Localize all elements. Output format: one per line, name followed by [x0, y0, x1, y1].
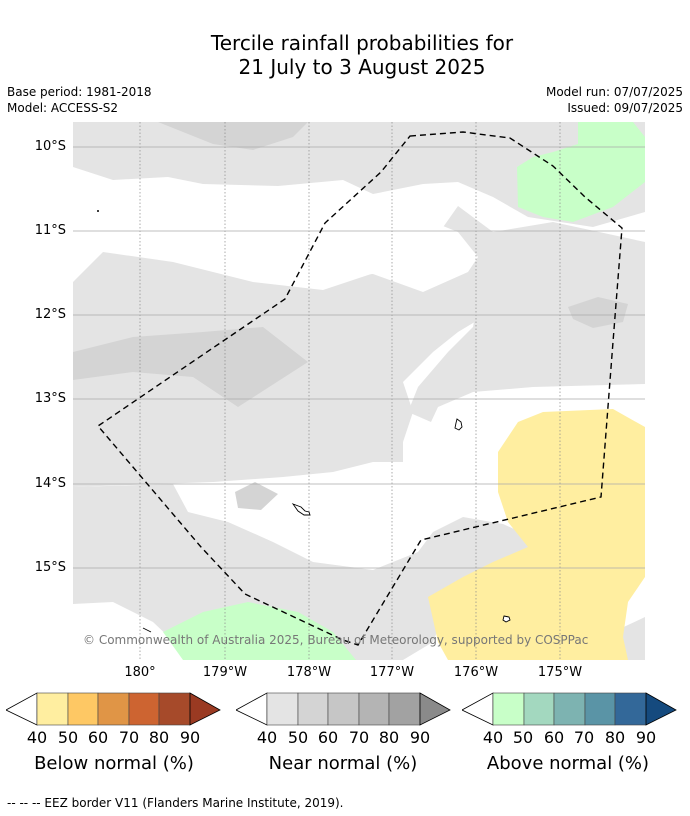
- colorbar-arrow-high: [189, 692, 221, 726]
- lat-label: 15°S: [34, 560, 66, 575]
- colorbar-tick: 60: [543, 728, 565, 747]
- lon-label: 179°W: [202, 665, 248, 680]
- colorbar-swatch: [327, 692, 360, 726]
- near-normal-50-patch-4: [235, 482, 278, 510]
- colorbar-swatch: [553, 692, 586, 726]
- colorbar-above-normal-swatches: [462, 692, 677, 726]
- lon-label: 176°W: [453, 665, 499, 680]
- colorbar-swatch: [158, 692, 191, 726]
- lat-label: 12°S: [34, 307, 66, 322]
- model-run: Model run: 07/07/2025: [545, 85, 683, 99]
- island-small-south: [502, 615, 511, 623]
- coast-fragment-southwest: [142, 627, 152, 633]
- above-normal-region-south: [163, 602, 356, 660]
- colorbar-tick: 50: [57, 728, 79, 747]
- chart-title-line2: 21 July to 3 August 2025: [238, 55, 486, 79]
- colorbar-arrow-low: [236, 692, 268, 726]
- colorbar-title-above-normal: Above normal (%): [486, 753, 650, 774]
- colorbar-tick: 80: [378, 728, 400, 747]
- near-normal-region-southwest: [73, 372, 183, 432]
- island-dot-northwest: [97, 210, 99, 212]
- lat-label: 14°S: [34, 476, 66, 491]
- colorbar-tick: 70: [573, 728, 595, 747]
- colorbar-near-normal-swatches: [236, 692, 451, 726]
- below-normal-region: [428, 409, 645, 660]
- lon-label: 177°W: [369, 665, 415, 680]
- lon-label: 180°: [124, 665, 156, 680]
- colorbar-tick: 70: [118, 728, 140, 747]
- colorbar-swatch: [358, 692, 390, 726]
- near-normal-region-north: [73, 122, 645, 227]
- colorbar-swatch: [388, 692, 421, 726]
- colorbar-below-normal: [6, 692, 222, 728]
- colorbar-tick: 50: [287, 728, 309, 747]
- colorbar-tick: 50: [512, 728, 534, 747]
- island-wallis: [454, 418, 463, 431]
- colorbar-swatch: [97, 692, 130, 726]
- near-normal-50-patch-2: [73, 327, 308, 407]
- colorbar-title-below-normal: Below normal (%): [34, 753, 194, 774]
- colorbar-tick: 90: [179, 728, 201, 747]
- colorbar-tick: 80: [148, 728, 170, 747]
- colorbar-above-normal: [462, 692, 678, 728]
- map-panel: [73, 122, 645, 660]
- colorbar-swatch: [297, 692, 329, 726]
- colorbar-arrow-low: [462, 692, 494, 726]
- colorbar-tick: 60: [317, 728, 339, 747]
- near-normal-50-patch-1: [158, 122, 308, 150]
- colorbar-below-normal-swatches: [6, 692, 221, 726]
- map-credit: © Commonwealth of Australia 2025, Bureau…: [83, 633, 589, 647]
- lat-label: 13°S: [34, 391, 66, 406]
- colorbar-swatch: [523, 692, 555, 726]
- map-canvas: [73, 122, 645, 660]
- colorbar-arrow-high: [419, 692, 451, 726]
- issued-date: Issued: 09/07/2025: [567, 101, 683, 115]
- colorbar-swatch: [128, 692, 160, 726]
- latitude-lines: [73, 146, 645, 569]
- graticule: [139, 122, 561, 660]
- colorbar-tick: 40: [256, 728, 278, 747]
- colorbar-tick: 60: [87, 728, 109, 747]
- colorbar-swatch: [492, 692, 525, 726]
- model-name: Model: ACCESS-S2: [7, 101, 119, 115]
- lon-label: 178°W: [286, 665, 332, 680]
- island-futuna: [291, 503, 311, 516]
- colorbar-arrow-low: [6, 692, 38, 726]
- colorbar-tick: 40: [26, 728, 48, 747]
- eez-footnote: -- -- -- EEZ border V11 (Flanders Marine…: [7, 796, 344, 810]
- colorbar-tick: 70: [348, 728, 370, 747]
- chart-title-line1: Tercile rainfall probabilities for: [210, 31, 514, 55]
- clear-area-center: [263, 210, 478, 292]
- colorbar-title-near-normal: Near normal (%): [268, 753, 418, 774]
- lat-label: 10°S: [34, 139, 66, 154]
- colorbar-swatch: [584, 692, 616, 726]
- colorbar-swatch: [36, 692, 69, 726]
- colorbar-arrow-high: [645, 692, 677, 726]
- colorbar-tick: 90: [635, 728, 657, 747]
- base-period: Base period: 1981-2018: [7, 85, 152, 99]
- colorbar-swatch: [614, 692, 647, 726]
- eez-border: [96, 131, 623, 646]
- lon-label: 175°W: [537, 665, 583, 680]
- colorbar-near-normal: [236, 692, 452, 728]
- near-normal-50-patch-3: [568, 297, 628, 328]
- colorbar-tick: 80: [604, 728, 626, 747]
- colorbar-swatch: [266, 692, 299, 726]
- colorbar-tick: 90: [409, 728, 431, 747]
- colorbar-swatch: [67, 692, 99, 726]
- lat-label: 11°S: [34, 223, 66, 238]
- colorbar-tick: 40: [482, 728, 504, 747]
